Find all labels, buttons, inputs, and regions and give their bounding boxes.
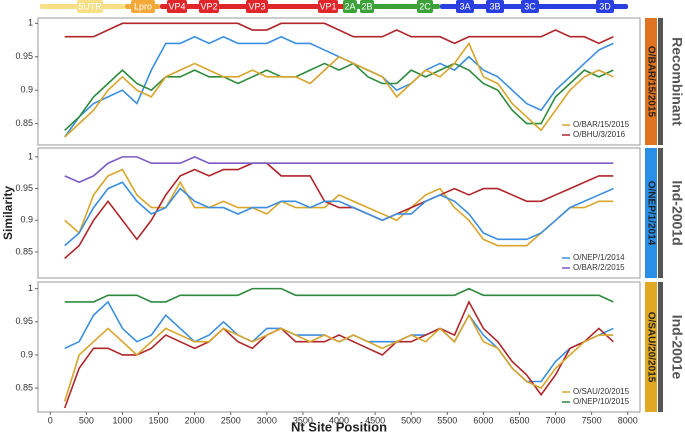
y-tick-label: 0.9 (20, 349, 33, 359)
genome-region (456, 0, 474, 13)
genome-label: 5UTR (78, 1, 102, 11)
legend-label: O/BAR/2/2015 (573, 263, 625, 272)
genome-label: 3B (489, 1, 500, 11)
panel-frame (37, 147, 641, 279)
genome-region (596, 0, 614, 13)
y-tick-label: 0.95 (15, 183, 33, 193)
genome-label: 2A (344, 1, 355, 11)
x-tick-label: 8000 (618, 415, 638, 425)
strip (645, 18, 657, 145)
genome-label: 3C (524, 1, 536, 11)
x-tick-label: 1000 (112, 415, 132, 425)
group-label: Ind-2001d (669, 180, 685, 245)
strip-label: O/NEP/1/2014 (645, 181, 656, 246)
group-bar (658, 282, 663, 412)
series-line (63, 300, 614, 409)
y-axis-label: Similarity (1, 186, 15, 240)
genome-region (131, 0, 155, 13)
strip (645, 282, 657, 412)
group-bar (658, 148, 663, 278)
series-line (64, 181, 614, 247)
y-tick-label: 0.85 (15, 118, 33, 128)
genome-region (246, 0, 268, 13)
x-tick-label: 6000 (473, 415, 493, 425)
x-tick-label: 5000 (401, 415, 421, 425)
genome-label: Lpro (134, 1, 152, 11)
genome-label: 3A (459, 1, 470, 11)
x-tick-label: 4000 (329, 415, 349, 425)
legend-label: O/SAU/20/2015 (573, 387, 630, 396)
genome-label: 3D (599, 1, 611, 11)
genome-region (486, 0, 504, 13)
legend-label: O/NEP/10/2015 (573, 397, 630, 406)
x-tick-label: 5500 (437, 415, 457, 425)
x-tick-label: 4500 (365, 415, 385, 425)
legend-label: O/BAR/15/2015 (573, 120, 630, 129)
y-tick-label: 1 (28, 151, 33, 161)
y-tick-label: 0.85 (15, 246, 33, 256)
genome-label: 2C (419, 1, 431, 11)
x-tick-label: 2500 (221, 415, 241, 425)
x-tick-label: 2000 (185, 415, 205, 425)
x-tick-label: 7500 (582, 415, 602, 425)
genome-label: 2B (361, 1, 372, 11)
series-line (64, 62, 614, 131)
series-line (64, 287, 614, 303)
legend-label: O/NEP/1/2014 (573, 253, 625, 262)
genome-label: VP1 (319, 1, 336, 11)
x-tick-label: 7000 (546, 415, 566, 425)
x-tick-label: 500 (79, 415, 94, 425)
series-line (64, 168, 614, 247)
x-tick-label: 1500 (149, 415, 169, 425)
y-tick-label: 0.95 (15, 316, 33, 326)
series-line (64, 22, 614, 45)
genome-region (167, 0, 187, 13)
genome-region (318, 0, 338, 13)
x-tick-label: 0 (48, 415, 53, 425)
group-label: Recombinant (669, 37, 685, 126)
panel-frame (37, 17, 641, 146)
series-line (64, 41, 614, 138)
series-line (63, 313, 614, 402)
strip-label: O/BAR/15/2015 (645, 46, 656, 118)
series-line (64, 156, 614, 184)
genome-region (360, 0, 374, 13)
y-tick-label: 0.95 (15, 51, 33, 61)
strip (645, 148, 657, 278)
genome-label: VP3 (248, 1, 265, 11)
group-label: Ind-2001e (669, 315, 685, 380)
x-tick-label: 3000 (257, 415, 277, 425)
genome-label: VP2 (200, 1, 217, 11)
x-tick-label: 6500 (509, 415, 529, 425)
genome-region (77, 0, 103, 13)
strip-label: O/SAU/20/2015 (645, 312, 656, 383)
genome-region (343, 0, 357, 13)
genome-region (199, 0, 219, 13)
y-tick-label: 0.9 (20, 85, 33, 95)
genome-region (521, 0, 539, 13)
legend-label: O/BHU/3/2016 (573, 130, 626, 139)
group-bar (658, 18, 663, 145)
x-tick-label: 3500 (293, 415, 313, 425)
y-tick-label: 1 (28, 283, 33, 293)
genome-region (417, 0, 433, 13)
y-tick-label: 0.9 (20, 215, 33, 225)
genome-label: VP4 (168, 1, 185, 11)
y-tick-label: 1 (28, 18, 33, 28)
y-tick-label: 0.85 (15, 382, 33, 392)
x-axis-label: Nt Site Position (291, 419, 387, 434)
